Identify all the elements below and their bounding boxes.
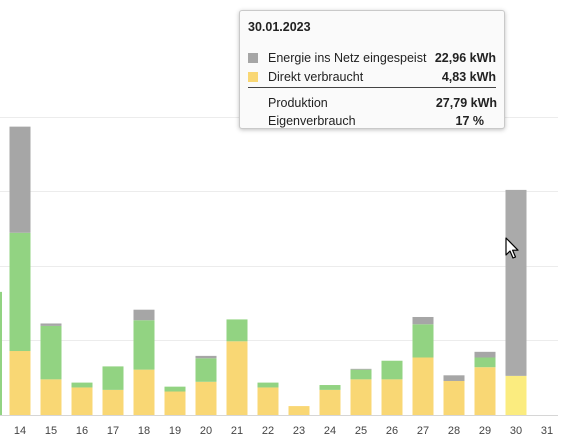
bar-segment[interactable] bbox=[9, 126, 31, 233]
bar-segment[interactable] bbox=[226, 341, 248, 415]
x-tick-label: 24 bbox=[324, 425, 336, 437]
bar-segment[interactable] bbox=[350, 369, 372, 380]
bar-segment[interactable] bbox=[319, 385, 341, 390]
bar-segment[interactable] bbox=[381, 379, 403, 415]
bar-segment[interactable] bbox=[102, 366, 124, 390]
bar-segment[interactable] bbox=[412, 316, 434, 325]
bars bbox=[0, 126, 527, 415]
bar-segment[interactable] bbox=[195, 355, 217, 359]
x-tick-label: 19 bbox=[169, 425, 181, 437]
bar-segment[interactable] bbox=[474, 351, 496, 358]
bar-segment[interactable] bbox=[71, 387, 93, 415]
tooltip-selfconsumption-label: Eigenverbrauch bbox=[268, 114, 356, 128]
x-tick-label: 18 bbox=[138, 425, 150, 437]
bar-segment[interactable] bbox=[133, 369, 155, 415]
tooltip-row-label: Direkt verbraucht bbox=[268, 70, 364, 84]
bar-segment[interactable] bbox=[226, 319, 248, 342]
tooltip-row-direct: Direkt verbraucht 4,83 kWh bbox=[248, 70, 496, 86]
bar-segment[interactable] bbox=[40, 325, 62, 380]
bar-segment[interactable] bbox=[9, 351, 31, 415]
x-tick-label: 23 bbox=[293, 425, 305, 437]
export-swatch bbox=[248, 53, 258, 63]
bar-segment[interactable] bbox=[195, 358, 217, 382]
x-tick-label: 30 bbox=[510, 425, 522, 437]
bar-segment[interactable] bbox=[71, 382, 93, 388]
bar-segment[interactable] bbox=[443, 380, 465, 415]
bar-segment[interactable] bbox=[412, 357, 434, 415]
x-tick-label: 29 bbox=[479, 425, 491, 437]
tooltip-row-export: Energie ins Netz eingespeist 22,96 kWh bbox=[248, 51, 496, 67]
bar-segment[interactable] bbox=[350, 379, 372, 415]
bar-segment[interactable] bbox=[164, 391, 186, 415]
bar-segment[interactable] bbox=[40, 379, 62, 415]
bar-segment[interactable] bbox=[474, 367, 496, 415]
x-tick-label: 15 bbox=[45, 425, 57, 437]
bar-segment[interactable] bbox=[350, 368, 372, 370]
tooltip: 30.01.2023 Energie ins Netz eingespeist … bbox=[239, 10, 505, 129]
x-tick-label: 25 bbox=[355, 425, 367, 437]
bar-segment bbox=[0, 291, 2, 415]
x-tick-label: 27 bbox=[417, 425, 429, 437]
x-tick-label: 14 bbox=[14, 425, 26, 437]
tooltip-production-value: 27,79 kWh bbox=[435, 96, 497, 110]
bar-segment[interactable] bbox=[102, 389, 124, 415]
tooltip-row-value: 22,96 kWh bbox=[434, 51, 496, 65]
x-tick-label: 28 bbox=[448, 425, 460, 437]
bar-segment[interactable] bbox=[505, 375, 527, 415]
x-tick-label: 20 bbox=[200, 425, 212, 437]
bar-segment[interactable] bbox=[257, 387, 279, 415]
x-tick-label: 31 bbox=[541, 425, 553, 437]
grid-lines bbox=[0, 117, 558, 341]
tooltip-production-label: Produktion bbox=[268, 96, 328, 110]
bar-segment[interactable] bbox=[505, 189, 527, 376]
bar-segment[interactable] bbox=[319, 389, 341, 415]
bar-segment[interactable] bbox=[195, 381, 217, 415]
tooltip-selfconsumption-value: 17 % bbox=[455, 114, 485, 128]
bar-segment[interactable] bbox=[40, 323, 62, 326]
x-tick-label: 16 bbox=[76, 425, 88, 437]
bar-segment[interactable] bbox=[9, 232, 31, 352]
tooltip-row-label: Energie ins Netz eingespeist bbox=[268, 51, 427, 65]
direct-swatch bbox=[248, 72, 258, 82]
bar-segment[interactable] bbox=[257, 382, 279, 388]
tooltip-date: 30.01.2023 bbox=[248, 20, 311, 34]
x-tick-label: 26 bbox=[386, 425, 398, 437]
x-tick-label: 17 bbox=[107, 425, 119, 437]
bar-segment[interactable] bbox=[474, 357, 496, 368]
x-tick-labels: 14 15 16 17 18 19 20 21 22 23 24 25 26 27 28 29 30 31 bbox=[14, 425, 553, 437]
bar-segment[interactable] bbox=[412, 324, 434, 358]
tooltip-row-value: 4,83 kWh bbox=[441, 70, 496, 84]
x-tick-label: 22 bbox=[262, 425, 274, 437]
bar-segment[interactable] bbox=[381, 360, 403, 380]
tooltip-separator bbox=[248, 87, 496, 88]
x-tick-label: 21 bbox=[231, 425, 243, 437]
bar-segment[interactable] bbox=[133, 309, 155, 321]
bar-segment[interactable] bbox=[133, 320, 155, 370]
mouse-pointer-icon bbox=[505, 237, 519, 259]
bar-segment[interactable] bbox=[443, 375, 465, 381]
bar-segment[interactable] bbox=[288, 406, 310, 415]
bar-segment[interactable] bbox=[164, 386, 186, 392]
